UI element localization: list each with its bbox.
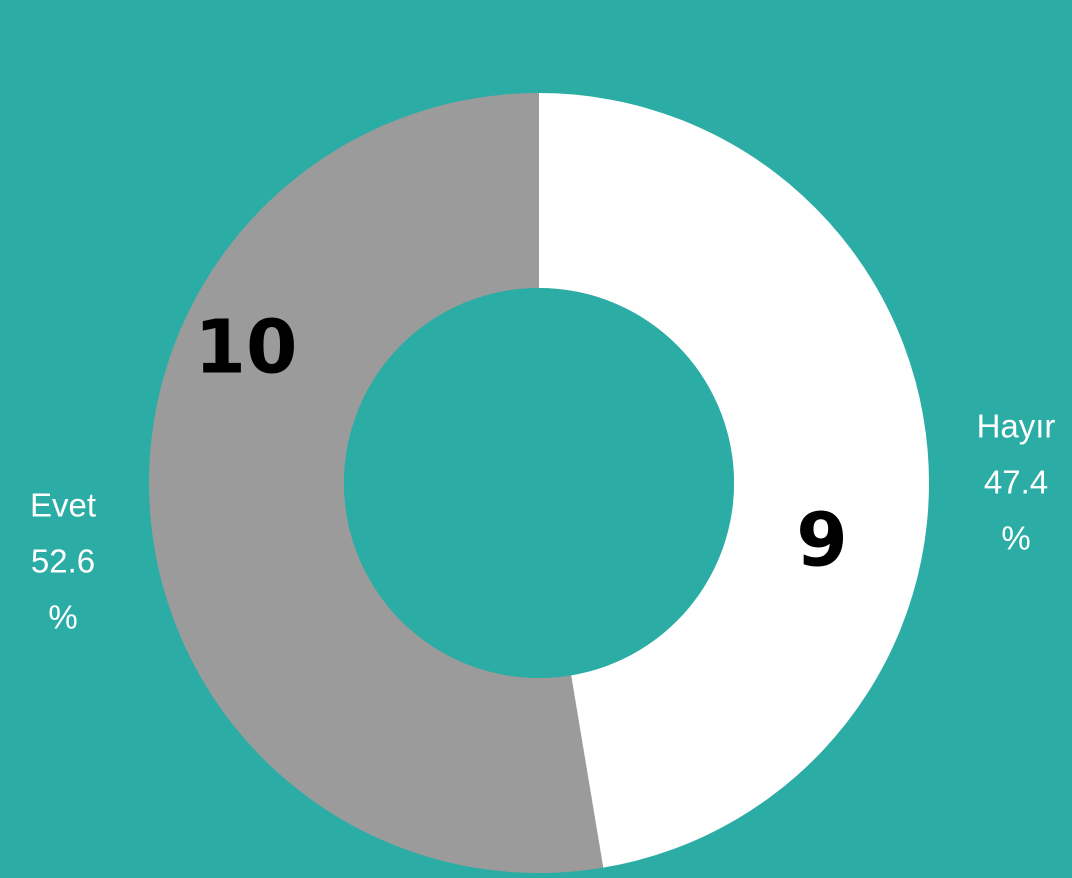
slice-hay-r	[539, 93, 930, 868]
slice-category-label: Hayır	[977, 408, 1056, 445]
slice-percent-sign: %	[1001, 520, 1030, 557]
slice-value-label: 10	[195, 305, 298, 391]
slice-percent-value: 47.4	[984, 464, 1048, 501]
slice-value-label: 9	[796, 498, 848, 584]
slice-evet	[149, 93, 604, 873]
slice-percent-sign: %	[48, 599, 77, 636]
slice-percent-value: 52.6	[31, 543, 95, 580]
slice-category-label: Evet	[30, 487, 96, 524]
donut-hole	[344, 288, 734, 678]
